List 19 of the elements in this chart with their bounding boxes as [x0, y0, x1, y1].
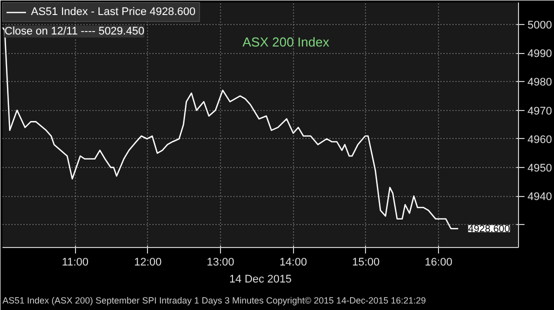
x-tick-label: 12:00 — [134, 256, 162, 268]
text: AS51 Index (ASX 200) September SPI Intraday 1 Days 3 Minutes Copyright© 2015 14-Dec-2015 16:21:29 — [2, 296, 426, 306]
x-tick-label: 11:00 — [62, 256, 89, 268]
annotation: Close on 12/11 ---- 5029.450 — [4, 26, 144, 38]
x-tick-label: 13:00 — [206, 256, 234, 268]
legend-label: AS51 Index - Last Price 4928.600 — [31, 6, 196, 18]
y-tick-label: 4980 — [528, 76, 552, 89]
y-tick-label: 4990 — [528, 48, 552, 60]
x-tick-label: 16:00 — [424, 256, 452, 268]
y-tick-label: 4950 — [528, 162, 552, 174]
y-tick-label: 4940 — [528, 191, 552, 204]
x-tick-label: 14:00 — [279, 256, 307, 268]
text: ASX 200 Index — [242, 34, 330, 50]
x-axis-title: 14 Dec 2015 — [229, 274, 292, 286]
y-tick-label: 4960 — [528, 134, 552, 146]
x-tick-label: 15:00 — [352, 256, 380, 268]
line-series — [2, 26, 459, 230]
y-tick-label: 4970 — [528, 105, 552, 118]
y-tick-label: 5000 — [528, 20, 552, 32]
